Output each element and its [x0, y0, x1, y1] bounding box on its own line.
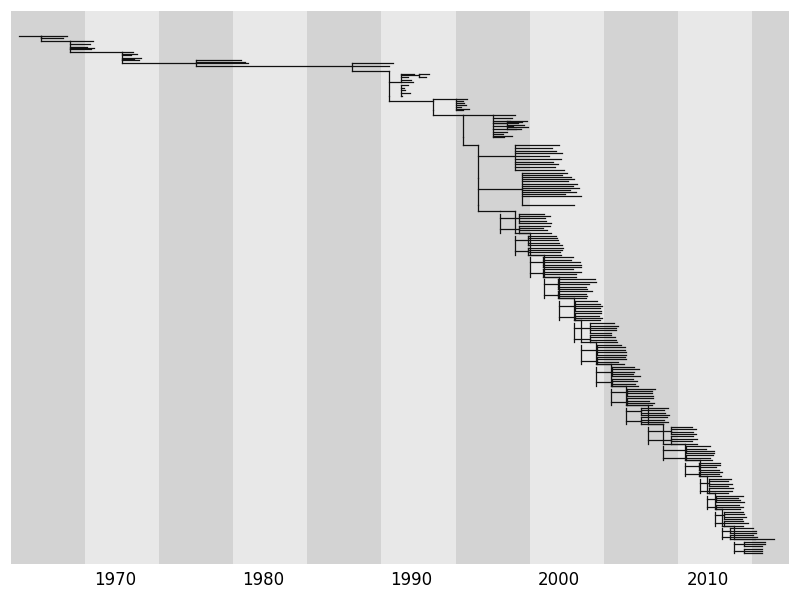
- Bar: [234, 11, 307, 564]
- Bar: [382, 11, 455, 564]
- Bar: [455, 11, 530, 564]
- Bar: [752, 11, 796, 564]
- Bar: [678, 11, 752, 564]
- Bar: [159, 11, 234, 564]
- Bar: [307, 11, 382, 564]
- Bar: [604, 11, 678, 564]
- Bar: [85, 11, 159, 564]
- Bar: [530, 11, 604, 564]
- Bar: [11, 11, 85, 564]
